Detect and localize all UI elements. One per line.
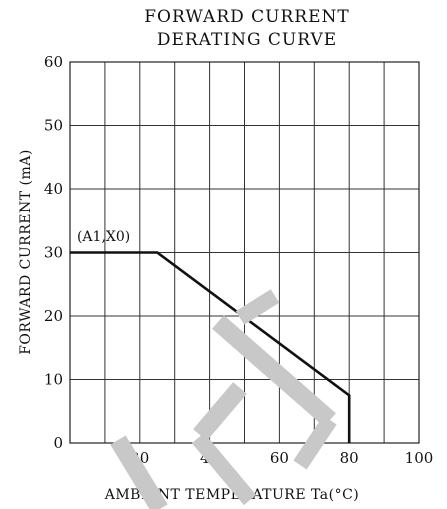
x-tick-label-4: 100 bbox=[405, 449, 434, 467]
x-tick-label-2: 60 bbox=[270, 449, 289, 467]
watermark bbox=[110, 289, 337, 509]
watermark-stroke-5 bbox=[191, 432, 257, 506]
y-tick-label-2: 20 bbox=[44, 307, 63, 325]
x-tick-labels: 20 40 60 80 100 bbox=[130, 449, 433, 467]
annotation-label-0: (A1,X0) bbox=[77, 229, 130, 245]
watermark-stroke-3 bbox=[212, 315, 336, 427]
chart-title-line-2: DERATING CURVE bbox=[157, 30, 337, 50]
y-tick-label-1: 10 bbox=[44, 371, 63, 389]
series-line-0 bbox=[70, 251, 351, 443]
x-axis-label: AMBIENT TEMPERATURE Ta(°C) bbox=[104, 487, 360, 503]
series-group bbox=[69, 251, 351, 444]
y-axis-label: FORWARD CURRENT (mA) bbox=[18, 149, 34, 355]
y-tick-label-6: 60 bbox=[44, 53, 63, 71]
chart-title-line-1: FORWARD CURRENT bbox=[144, 7, 349, 27]
y-tick-labels: 0 10 20 30 40 50 60 bbox=[44, 53, 63, 452]
watermark-stroke-2 bbox=[235, 289, 280, 325]
watermark-stroke-4 bbox=[193, 382, 247, 441]
watermark-stroke-6 bbox=[293, 415, 337, 470]
x-tick-label-3: 80 bbox=[340, 449, 359, 467]
watermark-stroke-1 bbox=[110, 435, 168, 509]
y-tick-label-3: 30 bbox=[44, 244, 63, 262]
y-tick-label-5: 50 bbox=[44, 117, 63, 135]
annotation-group: (A1,X0) bbox=[77, 229, 130, 245]
y-tick-label-4: 40 bbox=[44, 180, 63, 198]
y-tick-label-0: 0 bbox=[53, 434, 63, 452]
